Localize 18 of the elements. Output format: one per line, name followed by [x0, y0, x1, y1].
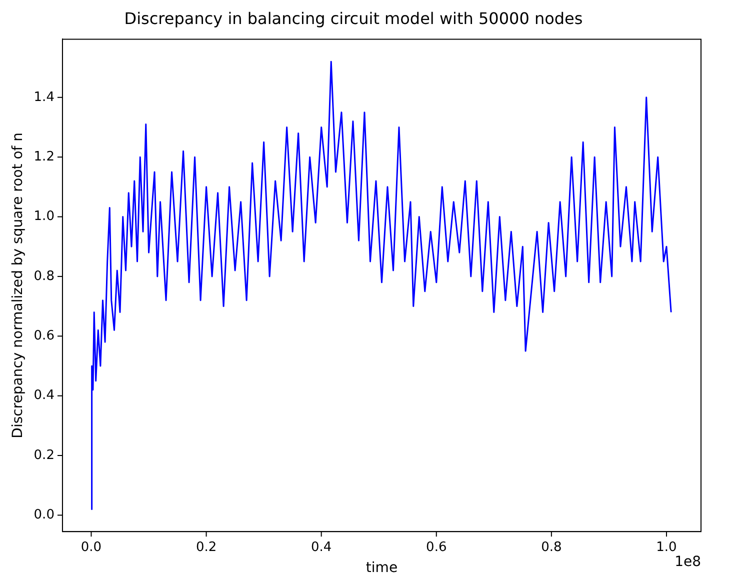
x-tick-label: 1.0	[656, 540, 677, 555]
y-tick-label: 1.2	[34, 149, 54, 164]
y-tick-label: 1.0	[34, 209, 54, 224]
y-tick-label: 0.4	[34, 388, 54, 404]
y-tick-label: 0.6	[34, 328, 54, 344]
y-tick-label: 1.4	[34, 90, 54, 105]
x-tick-label: 0.8	[541, 540, 562, 555]
chart-title: Discrepancy in balancing circuit model with 50000 nodes	[124, 8, 583, 28]
y-tick-label: 0.0	[34, 508, 54, 523]
x-tick-label: 0.2	[196, 540, 217, 555]
y-tick-label: 0.8	[34, 268, 54, 284]
x-tick-label: 0.4	[310, 540, 332, 555]
x-axis-title: time	[366, 560, 398, 576]
y-axis-title: Discrepancy normalized by square root of n	[10, 132, 26, 438]
x-tick-label: 0.6	[426, 540, 447, 555]
y-tick-label: 0.2	[34, 448, 54, 463]
x-tick-label: 0.0	[80, 540, 102, 555]
text: 1e8	[674, 554, 701, 570]
